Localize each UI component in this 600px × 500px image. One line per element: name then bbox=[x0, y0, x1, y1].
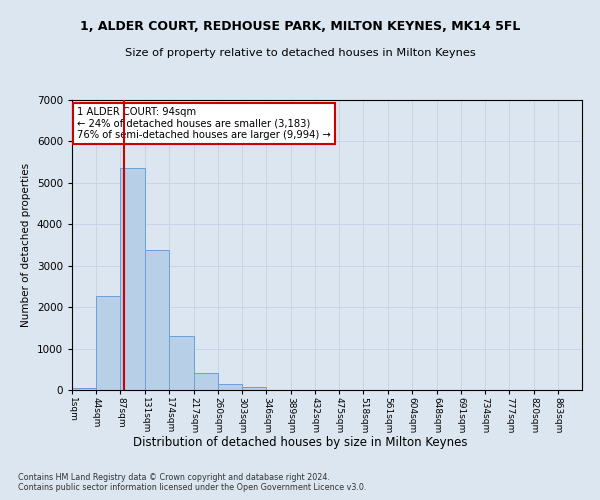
Text: Size of property relative to detached houses in Milton Keynes: Size of property relative to detached ho… bbox=[125, 48, 475, 58]
Bar bbox=[194, 374, 218, 390]
Bar bbox=[242, 387, 266, 390]
Y-axis label: Number of detached properties: Number of detached properties bbox=[21, 163, 31, 327]
Text: Distribution of detached houses by size in Milton Keynes: Distribution of detached houses by size … bbox=[133, 436, 467, 449]
Bar bbox=[218, 384, 242, 390]
Bar bbox=[121, 168, 145, 390]
Bar bbox=[169, 336, 194, 390]
Bar bbox=[72, 388, 96, 390]
Text: Contains HM Land Registry data © Crown copyright and database right 2024.
Contai: Contains HM Land Registry data © Crown c… bbox=[18, 473, 367, 492]
Text: 1 ALDER COURT: 94sqm
← 24% of detached houses are smaller (3,183)
76% of semi-de: 1 ALDER COURT: 94sqm ← 24% of detached h… bbox=[77, 108, 331, 140]
Bar bbox=[145, 250, 169, 390]
Text: 1, ALDER COURT, REDHOUSE PARK, MILTON KEYNES, MK14 5FL: 1, ALDER COURT, REDHOUSE PARK, MILTON KE… bbox=[80, 20, 520, 33]
Bar bbox=[96, 296, 121, 390]
